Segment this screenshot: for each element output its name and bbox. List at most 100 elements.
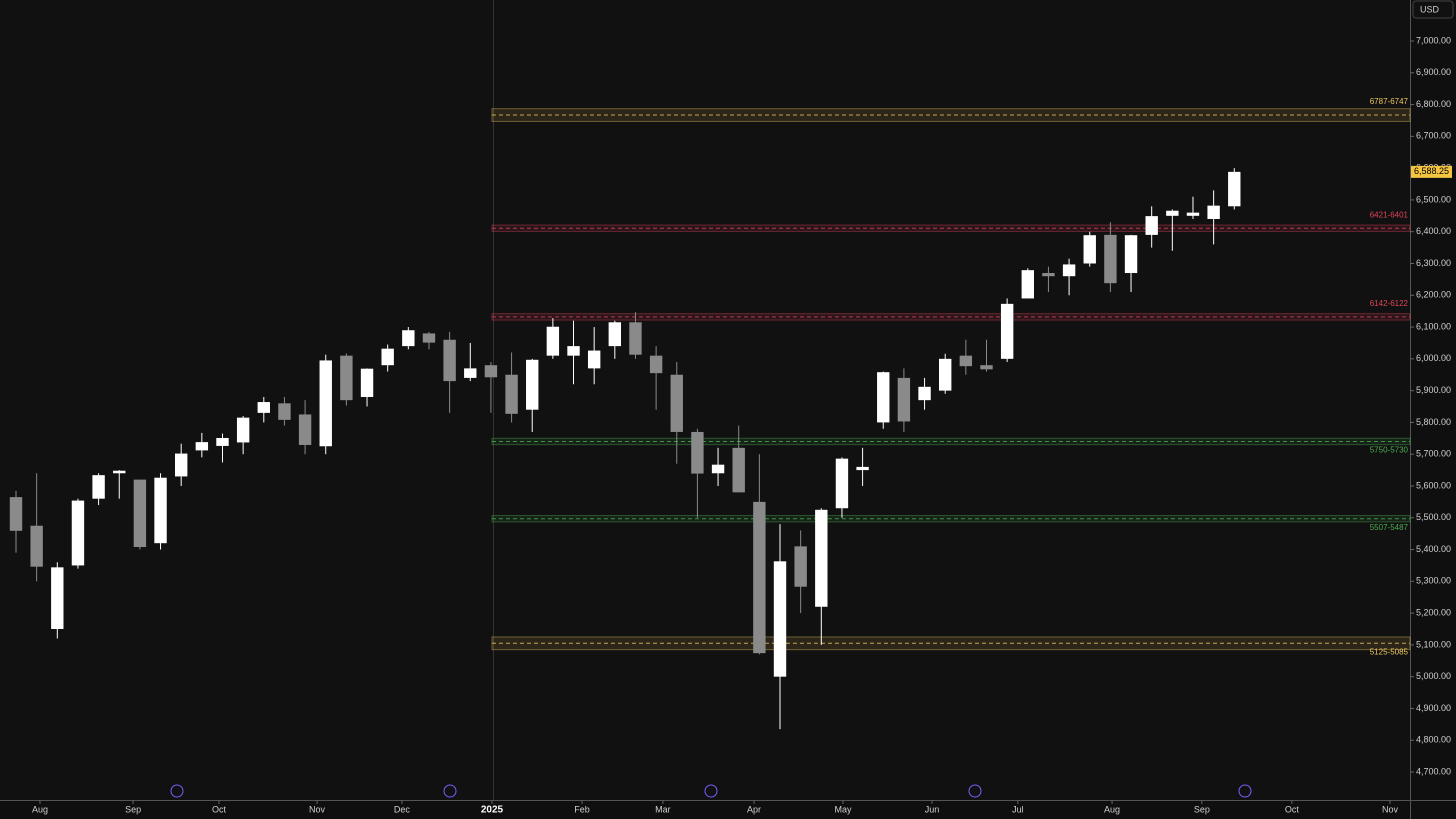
candle-body [298, 414, 312, 445]
y-tick-label: 6,800.00 [1416, 99, 1451, 109]
candle-body [567, 346, 580, 356]
candle-body [856, 466, 869, 471]
x-tick-label: Dec [394, 804, 411, 814]
y-tick-label: 6,200.00 [1416, 290, 1451, 300]
candle-body [1145, 216, 1158, 235]
y-tick-label: 5,600.00 [1416, 480, 1451, 490]
candle-body [794, 546, 807, 587]
candle-body [464, 368, 477, 378]
candle-body [773, 561, 787, 677]
y-tick-label: 4,700.00 [1416, 766, 1451, 776]
y-tick-label: 6,900.00 [1416, 67, 1451, 77]
zone-label: 6787-6747 [1370, 97, 1409, 106]
candle-body [1207, 205, 1220, 219]
currency: USD [1420, 4, 1440, 14]
candle-body [877, 372, 890, 423]
candle-body [629, 322, 642, 355]
candle-body [980, 365, 993, 370]
x-tick-label: Aug [1104, 804, 1120, 814]
candle-body [897, 377, 911, 422]
y-tick-label: 5,300.00 [1416, 576, 1451, 586]
candle-body [1186, 212, 1200, 216]
candle-body [1042, 273, 1055, 277]
event-icon[interactable] [704, 784, 718, 798]
candle-body [1000, 303, 1014, 359]
candle-body [649, 355, 663, 374]
candle-body [484, 365, 498, 378]
candle-body [670, 374, 683, 432]
zone-label: 5125-5085 [1370, 647, 1409, 656]
candle-body [422, 333, 436, 343]
x-tick-label: Mar [655, 804, 671, 814]
candle-body [1166, 210, 1179, 216]
y-tick-label: 5,100.00 [1416, 639, 1451, 649]
candle-body [340, 355, 353, 401]
candle-body [257, 402, 270, 413]
candle-body [1228, 171, 1241, 207]
y-tick-label: 5,900.00 [1416, 385, 1451, 395]
candle-body [71, 500, 85, 566]
candle-body [691, 431, 704, 474]
currency-box[interactable] [1412, 0, 1454, 19]
candle-body [360, 368, 374, 397]
y-tick-label: 5,000.00 [1416, 671, 1451, 681]
candle-body [732, 447, 745, 493]
candle-body [587, 350, 601, 369]
candle-body [154, 477, 167, 544]
y-tick-label: 6,700.00 [1416, 131, 1451, 141]
x-tick-label: Jun [925, 804, 940, 814]
y-tick-label: 5,400.00 [1416, 544, 1451, 554]
candle-body [918, 386, 931, 401]
candle-body [381, 348, 394, 366]
x-tick-label: Sep [1194, 804, 1210, 814]
x-tick-label: Oct [1285, 804, 1300, 814]
event-icon[interactable] [443, 784, 457, 798]
y-tick-label: 6,100.00 [1416, 321, 1451, 331]
candle-body [1062, 264, 1076, 277]
candle-body [526, 359, 539, 410]
event-icon[interactable] [170, 784, 184, 798]
candle-body [835, 458, 849, 509]
candle-body [195, 442, 209, 451]
candle-body [505, 374, 518, 414]
candle-body [51, 567, 64, 630]
candle-body [319, 360, 332, 447]
y-tick-label: 6,500.00 [1416, 194, 1451, 204]
x-tick-label: 2025 [481, 805, 504, 816]
candle-body [939, 358, 952, 391]
candle-body [711, 464, 725, 474]
x-tick-label: Apr [747, 804, 761, 814]
zone-label: 6421-6401 [1370, 210, 1409, 219]
y-tick-label: 6,000.00 [1416, 353, 1451, 363]
y-tick-label: 7,000.00 [1416, 35, 1451, 45]
x-tick-label: Feb [574, 804, 590, 814]
zone-label: 6142-6122 [1370, 299, 1409, 308]
x-tick-label: May [834, 804, 852, 814]
x-tick-label: Oct [212, 804, 227, 814]
candle-body [608, 322, 622, 347]
x-tick-label: Jul [1012, 804, 1024, 814]
event-icons [170, 784, 1252, 798]
y-tick-label: 5,800.00 [1416, 417, 1451, 427]
y-tick-label: 5,500.00 [1416, 512, 1451, 522]
candle-body [236, 417, 250, 443]
event-icon[interactable] [968, 784, 982, 798]
candle-body [1124, 235, 1138, 274]
last-price-label: 6,588.25 [1414, 166, 1449, 176]
candle-body [546, 326, 560, 356]
candle-body [1104, 234, 1117, 284]
candle-body [815, 509, 828, 607]
plot-area [0, 0, 1410, 800]
event-icon[interactable] [1238, 784, 1252, 798]
zone-label: 5507-5487 [1370, 523, 1409, 532]
candle-body [9, 497, 23, 531]
y-tick-label: 6,300.00 [1416, 258, 1451, 268]
candle-body [402, 330, 415, 347]
candle-body [443, 339, 456, 382]
candle-body [959, 355, 973, 367]
candle-body [1083, 235, 1096, 264]
candle-body [30, 525, 43, 567]
x-tick-label: Aug [32, 804, 48, 814]
y-tick-label: 6,400.00 [1416, 226, 1451, 236]
